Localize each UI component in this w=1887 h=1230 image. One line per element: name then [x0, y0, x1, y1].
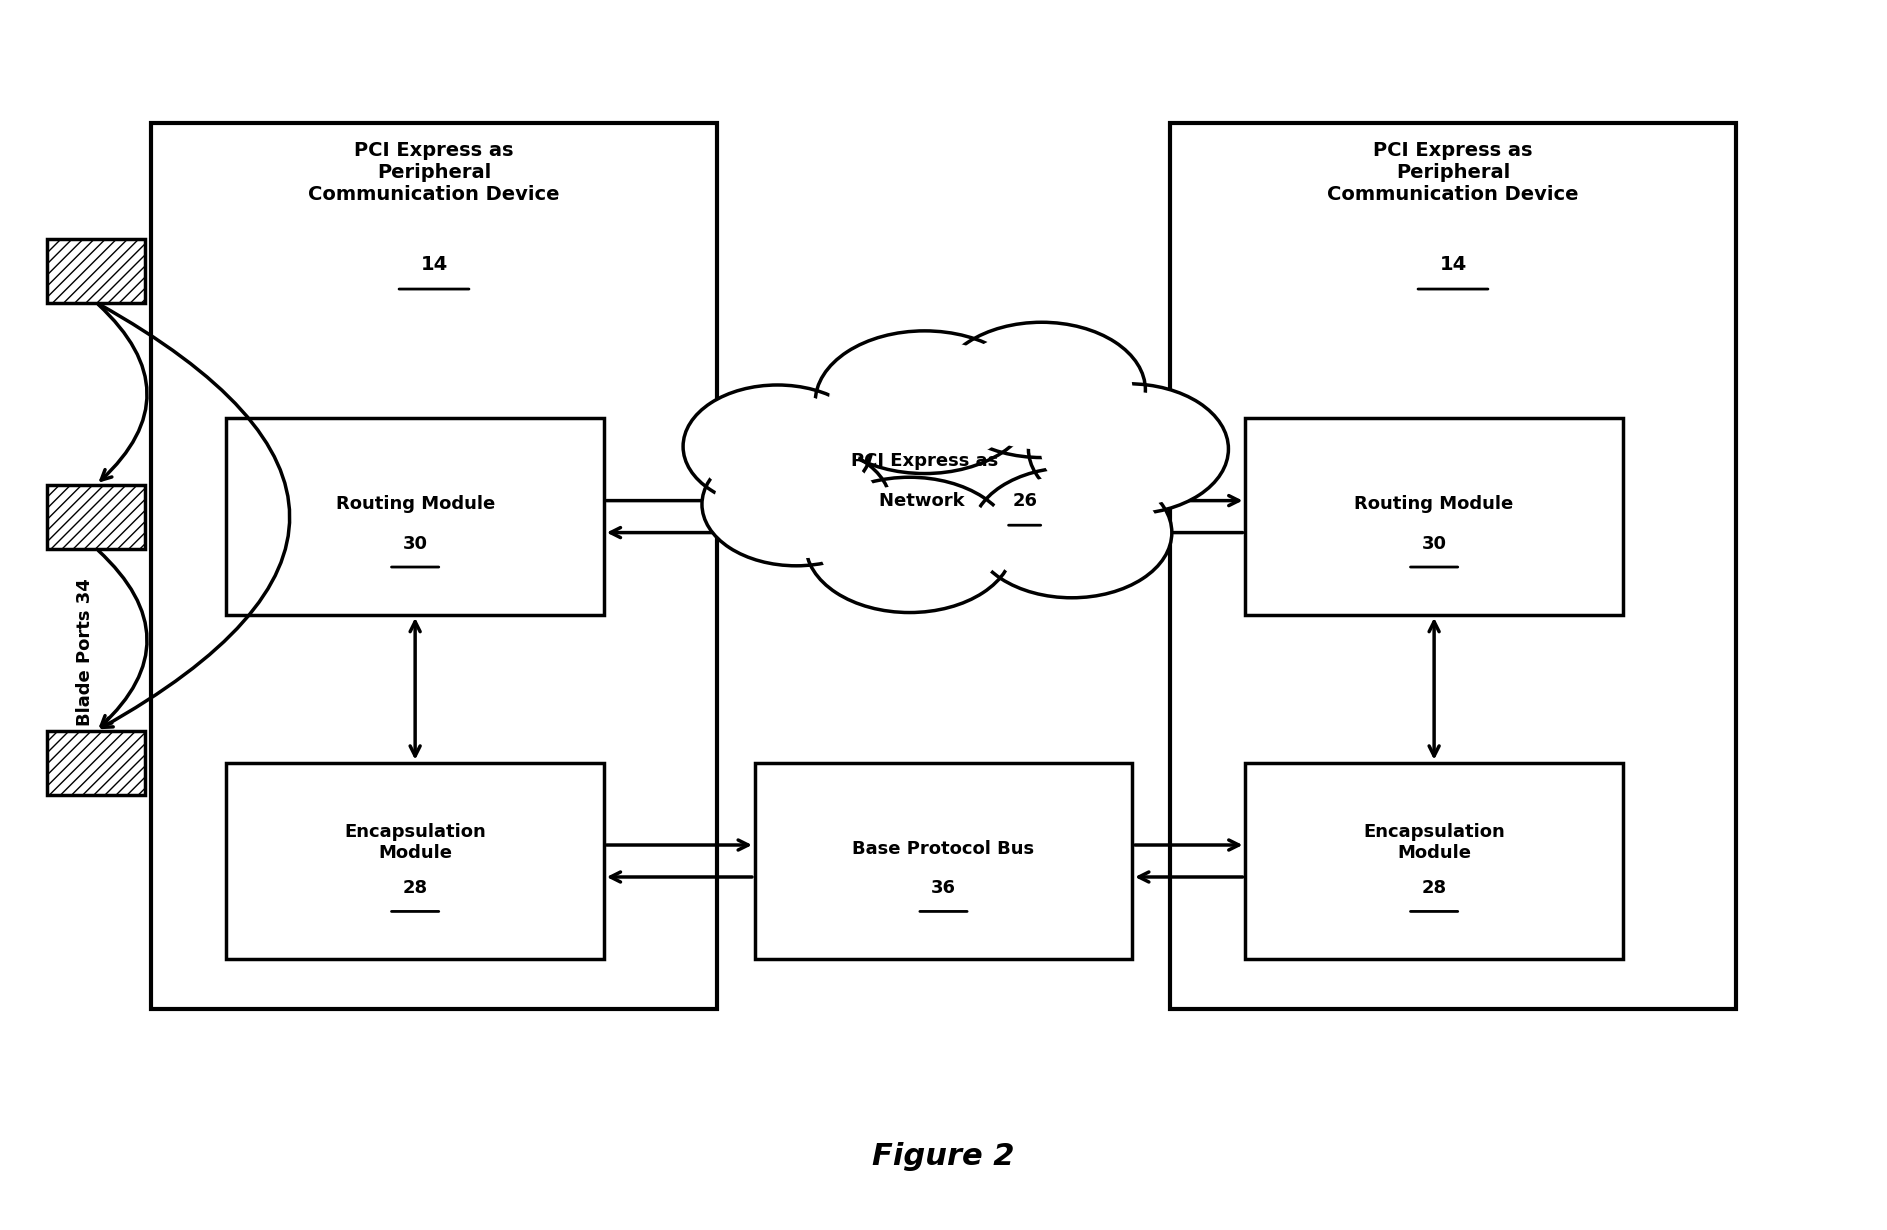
Circle shape — [819, 486, 1000, 604]
Text: 14: 14 — [421, 255, 447, 274]
Bar — [47, 731, 145, 795]
Text: 30: 30 — [1421, 535, 1447, 552]
Text: 30: 30 — [402, 535, 428, 552]
Text: PCI Express as
Peripheral
Communication Device: PCI Express as Peripheral Communication … — [1327, 140, 1579, 204]
Text: Routing Module: Routing Module — [336, 496, 494, 513]
Circle shape — [830, 341, 1019, 464]
Text: 36: 36 — [930, 879, 957, 897]
Bar — [1245, 418, 1623, 615]
Bar — [151, 123, 717, 1009]
Circle shape — [985, 476, 1159, 589]
Text: 28: 28 — [1421, 879, 1447, 897]
Bar — [47, 485, 145, 549]
Circle shape — [1042, 392, 1215, 506]
Circle shape — [951, 331, 1132, 449]
Circle shape — [806, 477, 1013, 613]
Text: Encapsulation
Module: Encapsulation Module — [1362, 823, 1506, 862]
Circle shape — [815, 331, 1034, 474]
Circle shape — [1028, 384, 1228, 514]
Text: Network: Network — [879, 492, 970, 509]
Circle shape — [702, 443, 891, 566]
Text: Routing Module: Routing Module — [1355, 496, 1513, 513]
Bar — [1245, 763, 1623, 959]
Text: Encapsulation
Module: Encapsulation Module — [343, 823, 487, 862]
Text: Blade Ports 34: Blade Ports 34 — [75, 578, 94, 726]
Text: Figure 2: Figure 2 — [872, 1141, 1015, 1171]
Circle shape — [713, 451, 879, 558]
Bar — [755, 763, 1132, 959]
Text: 14: 14 — [1440, 255, 1466, 274]
Circle shape — [938, 322, 1145, 458]
Bar — [226, 418, 604, 615]
Text: 28: 28 — [402, 879, 428, 897]
Text: 26: 26 — [1011, 492, 1038, 509]
Circle shape — [972, 467, 1172, 598]
Text: PCI Express as: PCI Express as — [851, 453, 998, 470]
Text: PCI Express as
Peripheral
Communication Device: PCI Express as Peripheral Communication … — [308, 140, 560, 204]
Bar — [226, 763, 604, 959]
Bar — [47, 239, 145, 303]
Bar — [1170, 123, 1736, 1009]
Circle shape — [683, 385, 872, 508]
Circle shape — [696, 394, 860, 501]
Text: Base Protocol Bus: Base Protocol Bus — [853, 840, 1034, 857]
